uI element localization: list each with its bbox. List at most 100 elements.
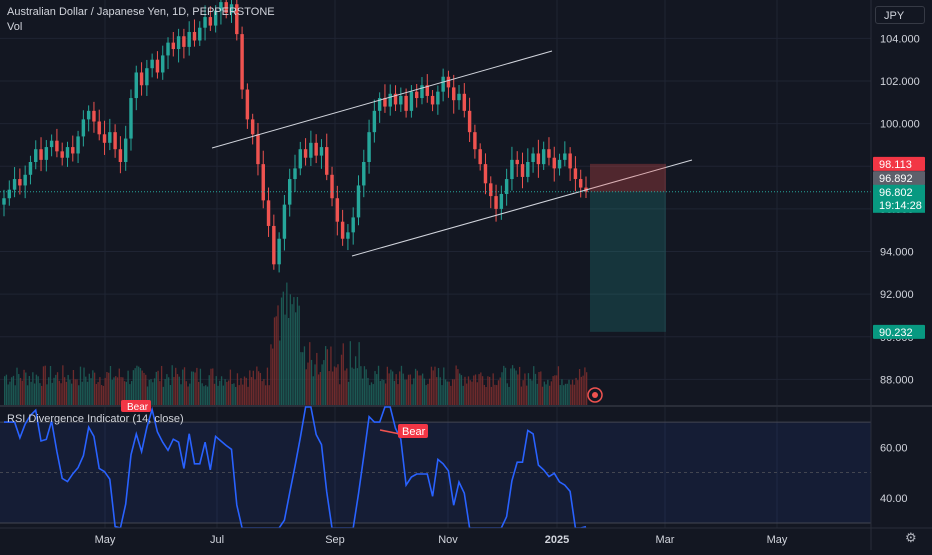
volume-bar [95, 384, 98, 405]
volume-bar [176, 374, 179, 405]
volume-bar [534, 373, 537, 405]
volume-bar [7, 384, 9, 405]
volume-bar [504, 367, 507, 405]
volume-bar [354, 356, 357, 405]
volume-bar [487, 376, 489, 405]
volume-bar [166, 374, 168, 405]
currency-button[interactable]: JPY [875, 6, 925, 24]
volume-bar [580, 376, 583, 405]
candle-body [367, 132, 371, 162]
volume-bar [127, 370, 129, 405]
volume-bar [33, 383, 36, 405]
candle-body [377, 98, 382, 111]
volume-bar [420, 375, 422, 405]
candle-body [298, 149, 303, 169]
volume-bar [497, 380, 500, 405]
volume-bar [256, 366, 258, 405]
volume-bar [243, 376, 246, 405]
volume-bar [69, 379, 71, 405]
volume-bar [37, 376, 39, 405]
volume-bar [346, 368, 348, 405]
volume-bar [432, 370, 434, 405]
volume-bar [88, 373, 90, 405]
volume-bar [286, 282, 288, 405]
volume-bar [143, 372, 145, 405]
volume-bar [111, 379, 113, 405]
volume-bar [526, 385, 528, 405]
volume-bar [349, 341, 351, 405]
candle-body [541, 149, 546, 165]
volume-bar [62, 365, 64, 405]
volume-bar [557, 366, 560, 405]
volume-bar [254, 379, 256, 405]
volume-bar [74, 379, 76, 405]
volume-bar [198, 381, 200, 405]
volume-bar [116, 377, 119, 405]
candle-body [192, 31, 197, 41]
volume-bar [296, 296, 299, 405]
candle-body [399, 95, 403, 105]
candle-body [245, 89, 250, 120]
volume-bar [277, 305, 279, 405]
price-tick-label: 88.000 [880, 374, 914, 386]
candle-body [102, 134, 107, 143]
volume-bar [268, 385, 270, 405]
candle-body [139, 72, 144, 86]
volume-bar [356, 368, 359, 405]
candle-body [235, 4, 239, 35]
volume-bar [104, 377, 106, 405]
volume-bar [210, 368, 212, 405]
volume-bar [222, 385, 224, 405]
volume-bar [395, 374, 397, 405]
rsi-indicator-title[interactable]: RSI Divergence Indicator (14, close) [7, 413, 184, 425]
candle-body [430, 95, 435, 105]
volume-bar [429, 378, 431, 405]
volume-bar [16, 367, 18, 405]
candle-body [325, 147, 329, 175]
volume-bar [390, 369, 392, 405]
volume-bar [439, 377, 441, 405]
candle-body [224, 2, 228, 13]
volume-bar [414, 368, 417, 405]
volume-bar [489, 376, 491, 405]
volume-bar [219, 380, 221, 405]
volume-bar [575, 377, 577, 405]
volume-bar [266, 367, 269, 405]
pane-separator [0, 405, 932, 407]
volume-bar [120, 377, 122, 405]
volume-bar [568, 379, 570, 405]
volume-bar [247, 386, 249, 405]
candle-body [182, 36, 186, 47]
volume-bar [93, 372, 96, 405]
time-tick-label: Nov [438, 534, 458, 546]
time-tick-label: May [95, 534, 116, 546]
volume-bar [183, 367, 186, 405]
settings-gear-icon[interactable]: ⚙ [905, 530, 917, 545]
volume-bar [430, 366, 433, 405]
candle-body [446, 76, 451, 88]
volume-bar [35, 374, 38, 405]
volume-bar [399, 371, 401, 405]
volume-bar [265, 385, 267, 405]
volume-bar [517, 374, 519, 405]
symbol-title[interactable]: Australian Dollar / Japanese Yen, 1D, PE… [7, 6, 275, 18]
volume-bar [369, 385, 371, 405]
volume-bar [478, 374, 480, 405]
candle-body [425, 85, 429, 96]
candle-body [219, 2, 223, 11]
volume-bar [513, 368, 515, 405]
volume-bar [205, 385, 207, 405]
candle-body [531, 153, 535, 162]
volume-bar [319, 372, 321, 405]
volume-bar [377, 365, 380, 405]
volume-bar [548, 385, 551, 405]
price-tick-label: 100.000 [880, 119, 920, 131]
candle-body [92, 110, 96, 122]
volume-bar [444, 379, 447, 405]
volume-bar [97, 382, 99, 405]
volume-bar [242, 384, 244, 405]
volume-bar [25, 372, 27, 405]
volume-bar [490, 386, 493, 405]
